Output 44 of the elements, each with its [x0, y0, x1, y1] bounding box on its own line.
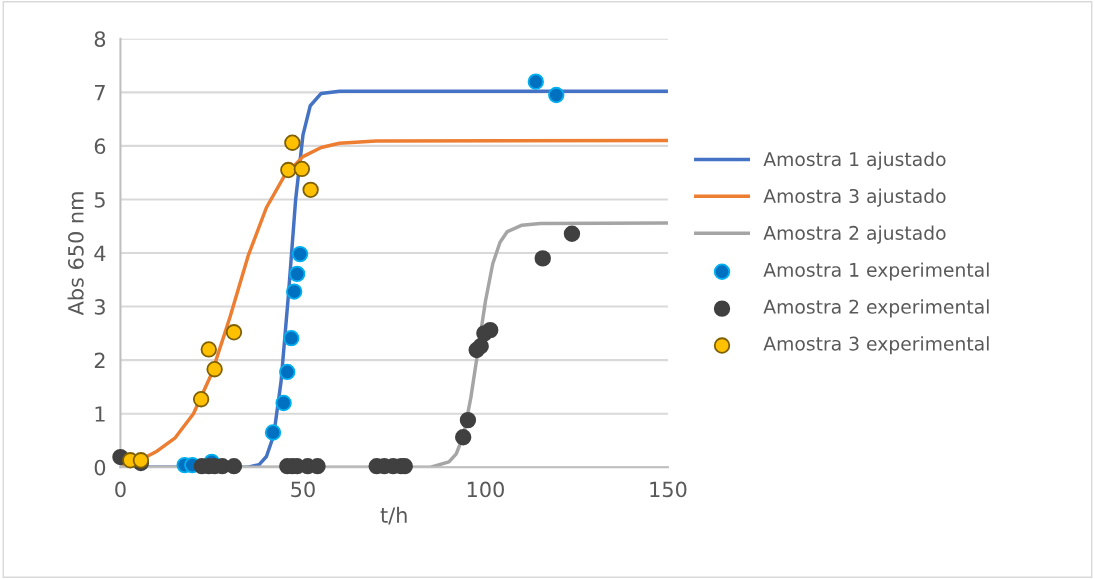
legend-label: Amostra 1 experimental [763, 262, 989, 281]
point [286, 283, 303, 300]
point [283, 329, 300, 347]
point [279, 363, 296, 381]
legend-label: Amostra 3 ajustado [763, 188, 946, 207]
y-axis-title: Abs 650 nm [67, 192, 84, 316]
y-tick-label: 0 [94, 459, 106, 476]
point [472, 338, 489, 355]
point [264, 424, 282, 441]
legend-label: Amostra 1 ajustado [763, 151, 946, 170]
point [548, 86, 565, 104]
point [293, 160, 311, 178]
y-tick-label: 6 [94, 138, 106, 155]
x-tick-label: 150 [650, 481, 687, 498]
point [563, 225, 581, 242]
point [534, 250, 551, 267]
point [459, 411, 477, 429]
y-tick-label: 4 [94, 245, 106, 261]
point [288, 265, 306, 283]
point [284, 134, 301, 151]
legend-label: Amostra 3 experimental [763, 336, 989, 355]
point [200, 341, 217, 358]
legend-label: Amostra 2 ajustado [763, 225, 946, 244]
y-tick-label: 3 [94, 299, 105, 315]
x-tick-label: 0 [115, 481, 126, 498]
x-tick-label: 50 [291, 481, 315, 498]
point [192, 391, 210, 408]
x-axis-title: t/h [380, 506, 407, 525]
y-tick-label: 7 [95, 85, 105, 101]
point [275, 394, 292, 412]
y-tick-label: 5 [94, 192, 105, 208]
point [206, 361, 223, 378]
point [225, 324, 243, 341]
point [291, 245, 309, 263]
point [482, 321, 499, 339]
x-tick-label: 100 [467, 481, 504, 498]
point [280, 161, 297, 179]
y-tick-label: 2 [94, 352, 105, 369]
legend-label: Amostra 2 experimental [763, 299, 989, 318]
point [454, 429, 472, 446]
point [527, 73, 545, 90]
y-tick-label: 1 [95, 406, 105, 422]
point [302, 181, 319, 199]
y-tick-label: 8 [94, 31, 106, 47]
